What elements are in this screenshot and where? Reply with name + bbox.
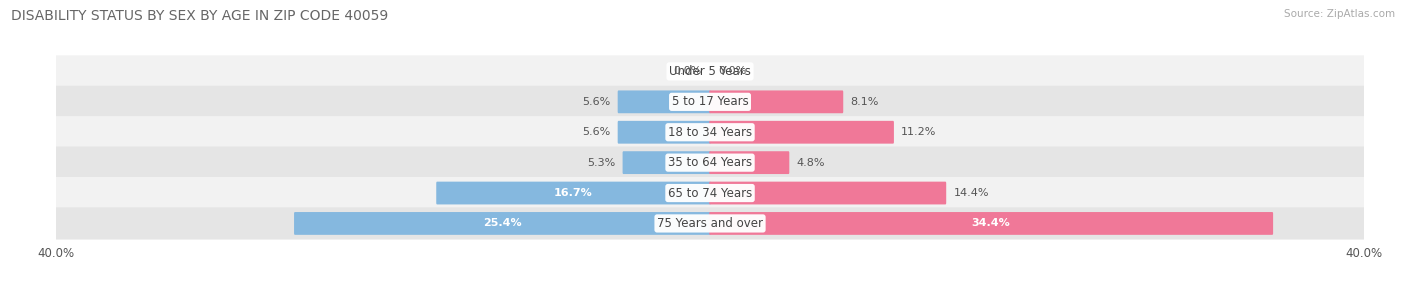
Text: 16.7%: 16.7%	[554, 188, 593, 198]
Text: 4.8%: 4.8%	[797, 158, 825, 168]
Text: 5.6%: 5.6%	[582, 97, 610, 107]
Text: DISABILITY STATUS BY SEX BY AGE IN ZIP CODE 40059: DISABILITY STATUS BY SEX BY AGE IN ZIP C…	[11, 9, 388, 23]
Text: 75 Years and over: 75 Years and over	[657, 217, 763, 230]
FancyBboxPatch shape	[709, 181, 946, 204]
Text: Under 5 Years: Under 5 Years	[669, 65, 751, 78]
Text: 18 to 34 Years: 18 to 34 Years	[668, 126, 752, 139]
FancyBboxPatch shape	[623, 151, 711, 174]
FancyBboxPatch shape	[55, 116, 1365, 148]
FancyBboxPatch shape	[294, 212, 711, 235]
Text: 5.3%: 5.3%	[586, 158, 616, 168]
Text: 25.4%: 25.4%	[484, 219, 522, 228]
Text: 8.1%: 8.1%	[851, 97, 879, 107]
Text: 14.4%: 14.4%	[953, 188, 988, 198]
FancyBboxPatch shape	[709, 91, 844, 113]
FancyBboxPatch shape	[55, 55, 1365, 88]
FancyBboxPatch shape	[436, 181, 711, 204]
Text: 0.0%: 0.0%	[673, 67, 702, 76]
FancyBboxPatch shape	[55, 86, 1365, 118]
Text: 65 to 74 Years: 65 to 74 Years	[668, 187, 752, 199]
FancyBboxPatch shape	[709, 121, 894, 144]
Text: Source: ZipAtlas.com: Source: ZipAtlas.com	[1284, 9, 1395, 19]
FancyBboxPatch shape	[55, 177, 1365, 209]
Text: 35 to 64 Years: 35 to 64 Years	[668, 156, 752, 169]
Text: 5.6%: 5.6%	[582, 127, 610, 137]
Text: 11.2%: 11.2%	[901, 127, 936, 137]
FancyBboxPatch shape	[55, 207, 1365, 240]
FancyBboxPatch shape	[55, 147, 1365, 179]
Text: 0.0%: 0.0%	[718, 67, 747, 76]
FancyBboxPatch shape	[709, 212, 1272, 235]
FancyBboxPatch shape	[709, 151, 789, 174]
Text: 34.4%: 34.4%	[972, 219, 1011, 228]
Text: 5 to 17 Years: 5 to 17 Years	[672, 95, 748, 108]
FancyBboxPatch shape	[617, 121, 711, 144]
FancyBboxPatch shape	[617, 91, 711, 113]
